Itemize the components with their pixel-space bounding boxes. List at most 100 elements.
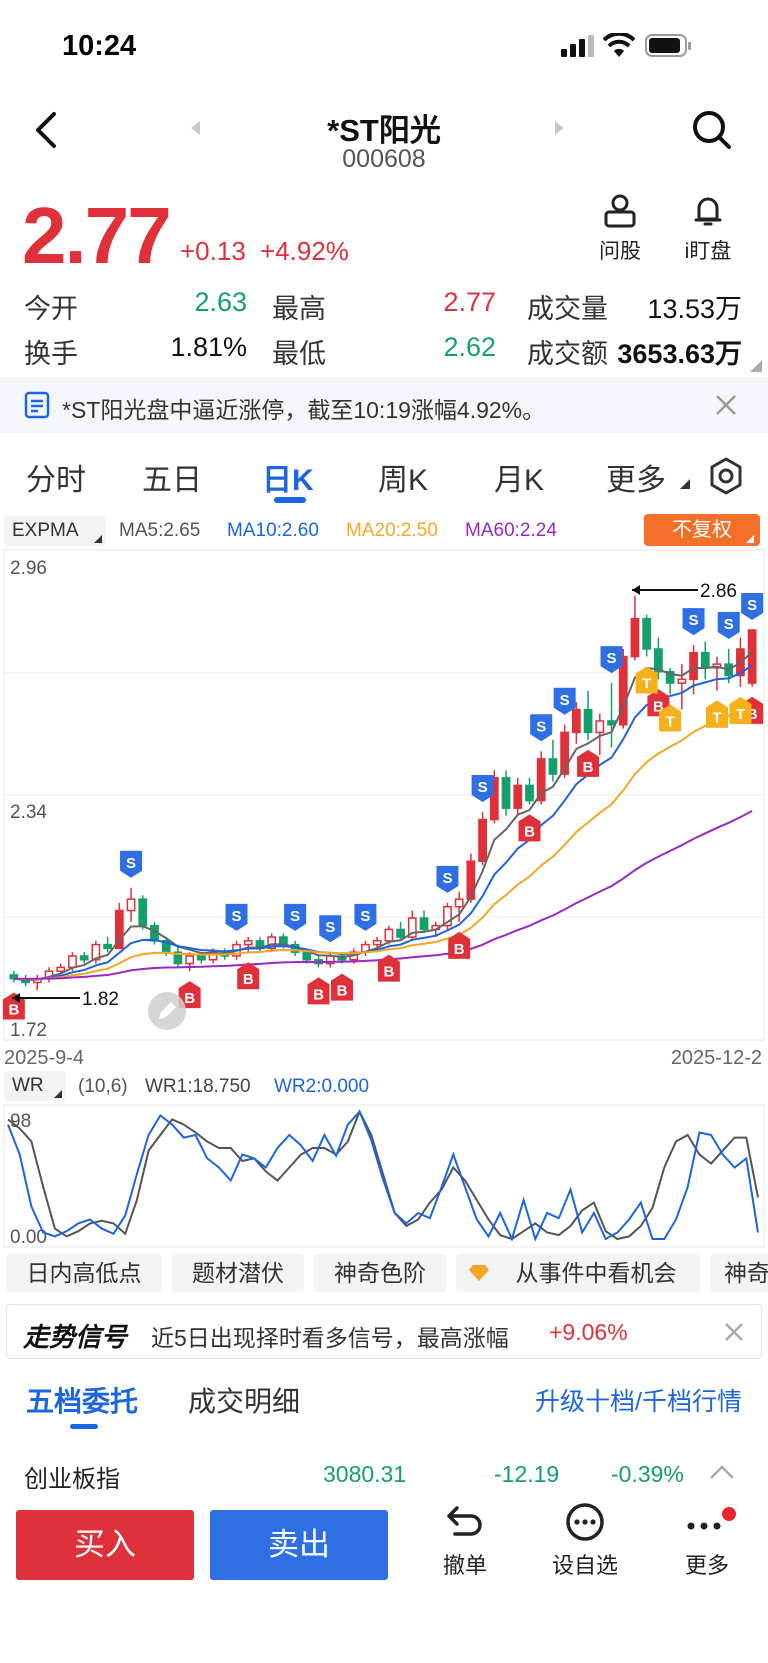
price-change-pct: +4.92%: [260, 236, 349, 266]
candle-body: [747, 629, 757, 684]
sell-signal-badge[interactable]: S: [225, 903, 248, 931]
take-profit-badge[interactable]: T: [635, 666, 658, 694]
sell-signal-badge[interactable]: S: [600, 646, 623, 674]
buy-button[interactable]: 买入: [16, 1510, 194, 1580]
chip-event-opportunity[interactable]: 从事件中看机会: [456, 1254, 700, 1292]
y-tick-mid: 2.34: [10, 802, 47, 823]
buy-signal-badge[interactable]: B: [2, 992, 25, 1020]
indicator-type: EXPMA: [12, 520, 79, 541]
buy-signal-badge[interactable]: B: [307, 977, 330, 1005]
take-profit-badge[interactable]: T: [729, 696, 752, 724]
news-notice[interactable]: *ST阳光盘中逼近涨停，截至10:19涨幅4.92%。: [0, 377, 768, 433]
trend-signal-banner[interactable]: 走势信号 近5日出现择时看多信号，最高涨幅 +9.06%: [6, 1304, 762, 1359]
sell-signal-badge[interactable]: S: [682, 608, 705, 636]
adjust-mode-label: 不复权: [672, 519, 732, 541]
sell-button[interactable]: 卖出: [210, 1510, 388, 1580]
buy-signal-badge[interactable]: B: [178, 981, 201, 1009]
candle-body: [677, 678, 687, 684]
indicator-selector[interactable]: EXPMA: [4, 516, 106, 546]
close-icon[interactable]: [714, 393, 738, 417]
sell-signal-badge[interactable]: S: [120, 850, 143, 878]
svg-text:S: S: [442, 870, 452, 887]
ask-stock-icon: [604, 194, 636, 228]
buy-signal-badge[interactable]: B: [330, 973, 353, 1001]
cancel-order-label: 撤单: [442, 1553, 487, 1578]
svg-text:B: B: [184, 990, 195, 1007]
wr-tick-top: 98: [10, 1111, 31, 1132]
more-button[interactable]: 更多: [662, 1502, 752, 1580]
more-dropdown-icon: [680, 479, 690, 489]
adjust-mode-button[interactable]: 不复权: [644, 514, 760, 546]
add-watchlist-button[interactable]: 设自选: [540, 1502, 630, 1580]
wr-chart[interactable]: 98 0.00: [0, 1103, 768, 1253]
tab-trade-details[interactable]: 成交明细: [188, 1386, 301, 1417]
candle-body: [91, 943, 101, 961]
tab-weekly-k[interactable]: 周K: [378, 464, 429, 497]
edit-drawing-button[interactable]: [148, 992, 186, 1030]
tab-timeshare[interactable]: 分时: [26, 464, 86, 497]
tab-order-book[interactable]: 五档委托: [26, 1386, 139, 1417]
svg-text:T: T: [736, 706, 745, 723]
prev-stock-icon[interactable]: [188, 119, 202, 137]
buy-signal-badge[interactable]: B: [518, 814, 541, 842]
cancel-order-button[interactable]: 撤单: [420, 1502, 510, 1580]
sell-signal-badge[interactable]: S: [530, 714, 553, 742]
index-change-pct: -0.39%: [611, 1461, 684, 1487]
ma5-value: MA5:2.65: [119, 520, 201, 541]
candle-body: [126, 898, 136, 912]
take-profit-badge[interactable]: T: [659, 704, 682, 732]
sell-signal-badge[interactable]: S: [741, 593, 764, 621]
candlestick-chart[interactable]: 2.96 2.34 1.72 BBBBBBBBBBBBSSSSSSSSSSSSS…: [0, 548, 768, 1048]
active-tab-indicator: [274, 497, 306, 503]
settings-icon[interactable]: [706, 456, 746, 496]
sell-signal-badge[interactable]: S: [436, 865, 459, 893]
chip-magic-color[interactable]: 神奇色阶: [314, 1254, 446, 1292]
low-label: 最低: [272, 339, 326, 369]
tab-more[interactable]: 更多: [606, 464, 666, 497]
take-profit-badge[interactable]: T: [705, 700, 728, 728]
tab-daily-k[interactable]: 日K: [262, 464, 314, 497]
search-icon[interactable]: [690, 108, 734, 152]
sell-signal-badge[interactable]: S: [553, 687, 576, 715]
wr-title: WR: [12, 1075, 44, 1096]
ma10-line: [13, 664, 753, 981]
wr-selector[interactable]: WR: [4, 1071, 66, 1101]
sell-signal-badge[interactable]: S: [471, 774, 494, 802]
signal-close-icon[interactable]: [723, 1321, 745, 1343]
high-value: 2.77: [443, 287, 496, 317]
chip-more[interactable]: 神奇: [710, 1254, 768, 1292]
watch-monitor-button[interactable]: i盯盘: [668, 193, 748, 265]
upgrade-level2-link[interactable]: 升级十档/千档行情: [535, 1388, 742, 1416]
buy-signal-badge[interactable]: B: [377, 954, 400, 982]
sell-signal-badge[interactable]: S: [354, 903, 377, 931]
ma20-value: MA20:2.50: [346, 520, 438, 541]
svg-text:S: S: [325, 919, 335, 936]
sell-signal-badge[interactable]: S: [717, 611, 740, 639]
sell-signal-badge[interactable]: S: [319, 915, 342, 943]
tab-five-day[interactable]: 五日: [142, 464, 202, 497]
status-time: 10:24: [62, 30, 137, 62]
collapse-chevron-icon[interactable]: [708, 1462, 736, 1482]
candle-body: [302, 951, 312, 961]
turnover-value: 1.81%: [170, 332, 247, 362]
back-icon[interactable]: [30, 110, 60, 150]
amount-label: 成交额: [527, 339, 608, 369]
candle-body: [665, 670, 675, 684]
next-stock-icon[interactable]: [553, 119, 567, 137]
chip-intraday-high-low[interactable]: 日内高低点: [6, 1254, 162, 1292]
candle-body: [267, 936, 277, 950]
tab-monthly-k[interactable]: 月K: [494, 464, 545, 497]
svg-text:S: S: [126, 855, 136, 872]
buy-signal-badge[interactable]: B: [237, 962, 260, 990]
candle-body: [79, 955, 89, 961]
candle-body: [396, 928, 405, 938]
index-change: -12.19: [494, 1461, 560, 1487]
expand-corner-icon[interactable]: [750, 360, 762, 372]
buy-signal-badge[interactable]: B: [448, 931, 471, 959]
candle-body: [372, 940, 382, 946]
chip-theme-ambush[interactable]: 题材潜伏: [172, 1254, 304, 1292]
ask-stock-button[interactable]: 问股: [580, 193, 660, 265]
sell-signal-badge[interactable]: S: [284, 903, 307, 931]
buy-signal-badge[interactable]: B: [577, 749, 600, 777]
wr-dropdown-icon: [54, 1090, 62, 1098]
